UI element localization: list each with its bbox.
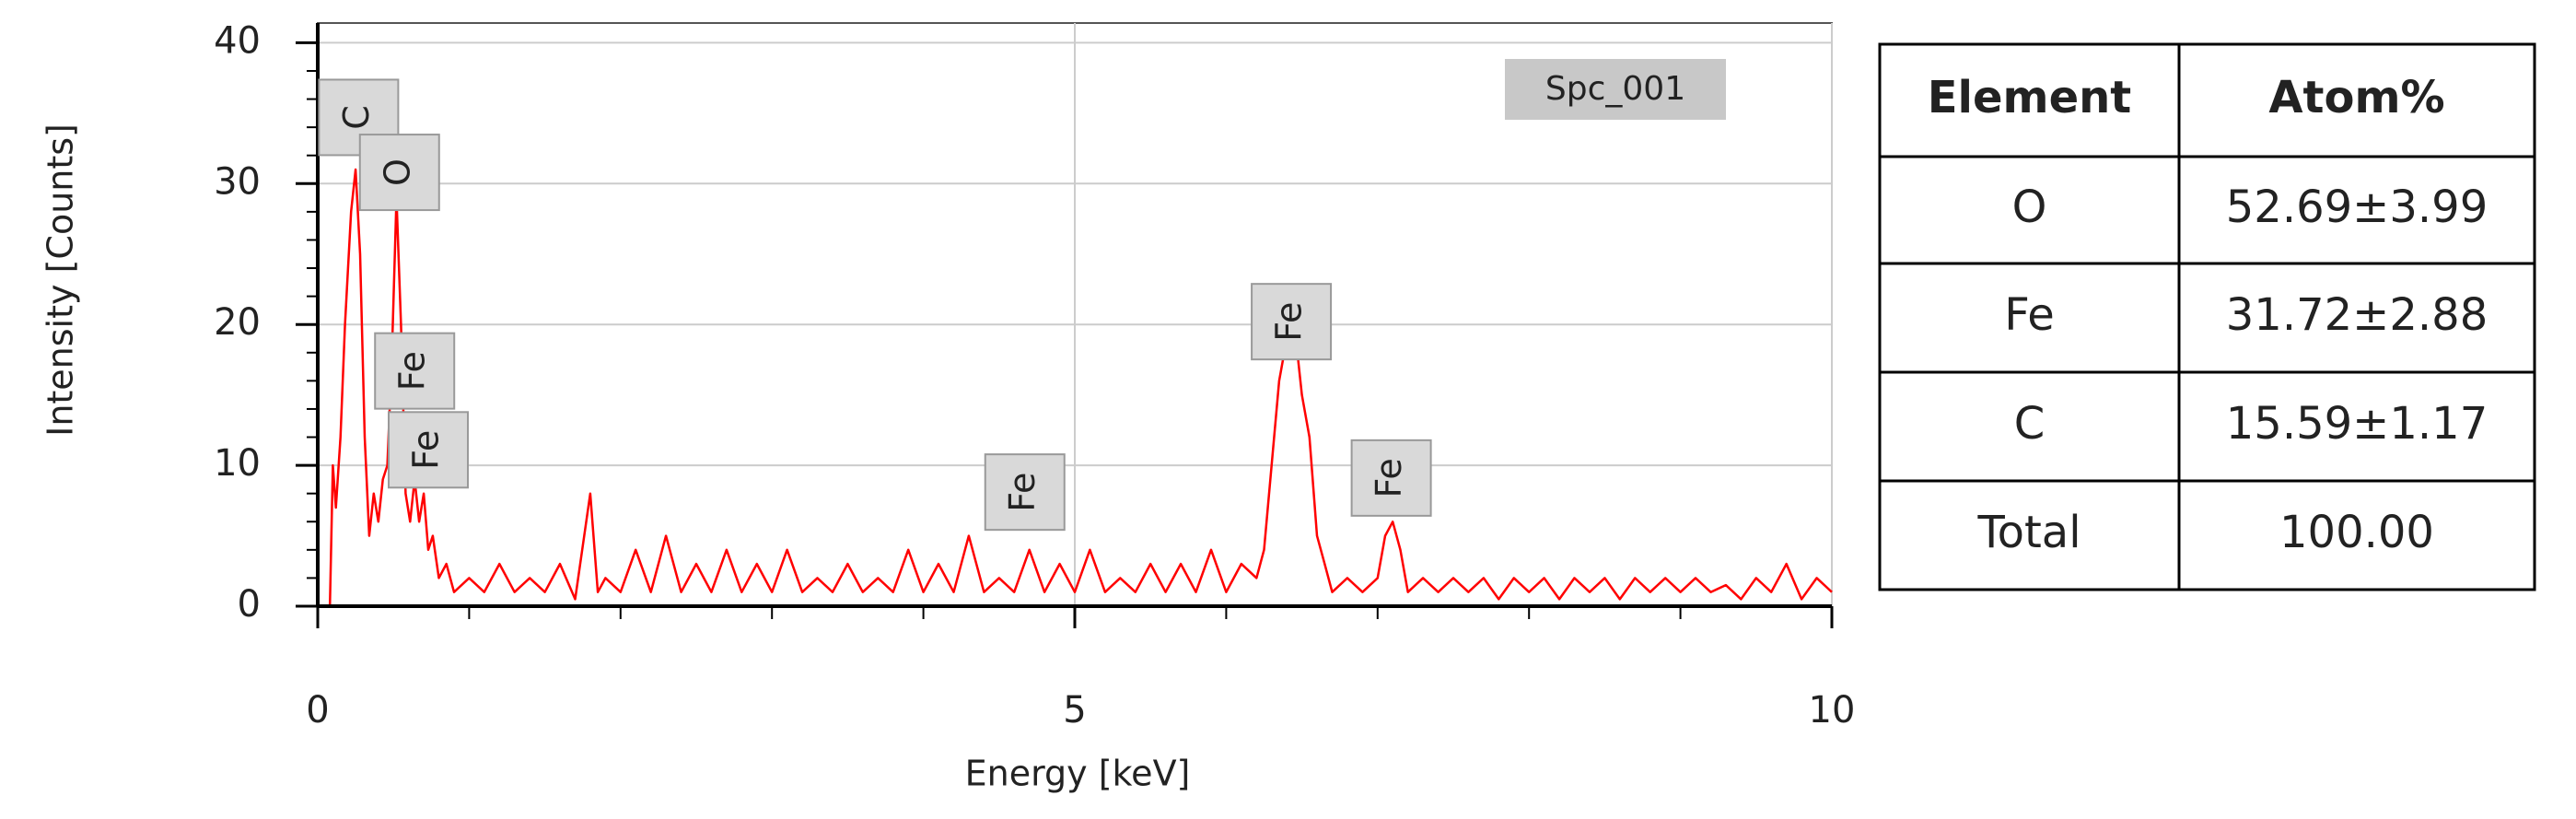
- annotation-box: [358, 134, 440, 212]
- annotation-box: [374, 332, 456, 410]
- table-cell: Total: [1976, 507, 2081, 558]
- x-axis-label: Energy [keV]: [965, 754, 1191, 794]
- table-cell: Fe: [2004, 289, 2055, 341]
- table-cell: C: [2014, 398, 2046, 450]
- annotation-label: Fe: [1369, 458, 1409, 497]
- y-axis-label: Intensity [Counts]: [41, 123, 81, 437]
- table-cell: O: [2012, 181, 2047, 233]
- table-header: Atom%: [2268, 72, 2444, 123]
- legend-box: [1505, 59, 1726, 120]
- x-tick-label: 5: [1063, 689, 1086, 731]
- annotation-label: Fe: [1269, 302, 1310, 342]
- table-cell: 52.69±3.99: [2226, 181, 2489, 233]
- annotation-box: [1251, 283, 1333, 361]
- y-tick-label: 30: [214, 160, 261, 203]
- x-tick-label: 10: [1809, 689, 1856, 731]
- table-cell: 100.00: [2279, 507, 2434, 558]
- y-tick-label: 10: [214, 442, 261, 485]
- annotation-label: Fe: [392, 351, 433, 391]
- table-cell: 15.59±1.17: [2226, 398, 2489, 450]
- annotation-box: [984, 453, 1066, 532]
- y-tick-label: 0: [238, 583, 261, 626]
- annotation-label: Fe: [406, 430, 447, 470]
- annotation-box: [388, 411, 470, 489]
- table-border: [1878, 42, 2536, 591]
- spectrum-line: [318, 168, 1833, 608]
- annotation-label: O: [377, 158, 417, 186]
- annotation-box: [1350, 439, 1432, 517]
- y-tick-label: 20: [214, 301, 261, 344]
- annotation-label: C: [336, 105, 377, 130]
- table-cell: 31.72±2.88: [2226, 289, 2489, 341]
- y-tick-label: 40: [214, 19, 261, 62]
- table-header: Element: [1928, 72, 2131, 123]
- x-tick-label: 0: [306, 689, 329, 731]
- annotation-label: Fe: [1002, 473, 1043, 512]
- legend-label: Spc_001: [1545, 70, 1685, 108]
